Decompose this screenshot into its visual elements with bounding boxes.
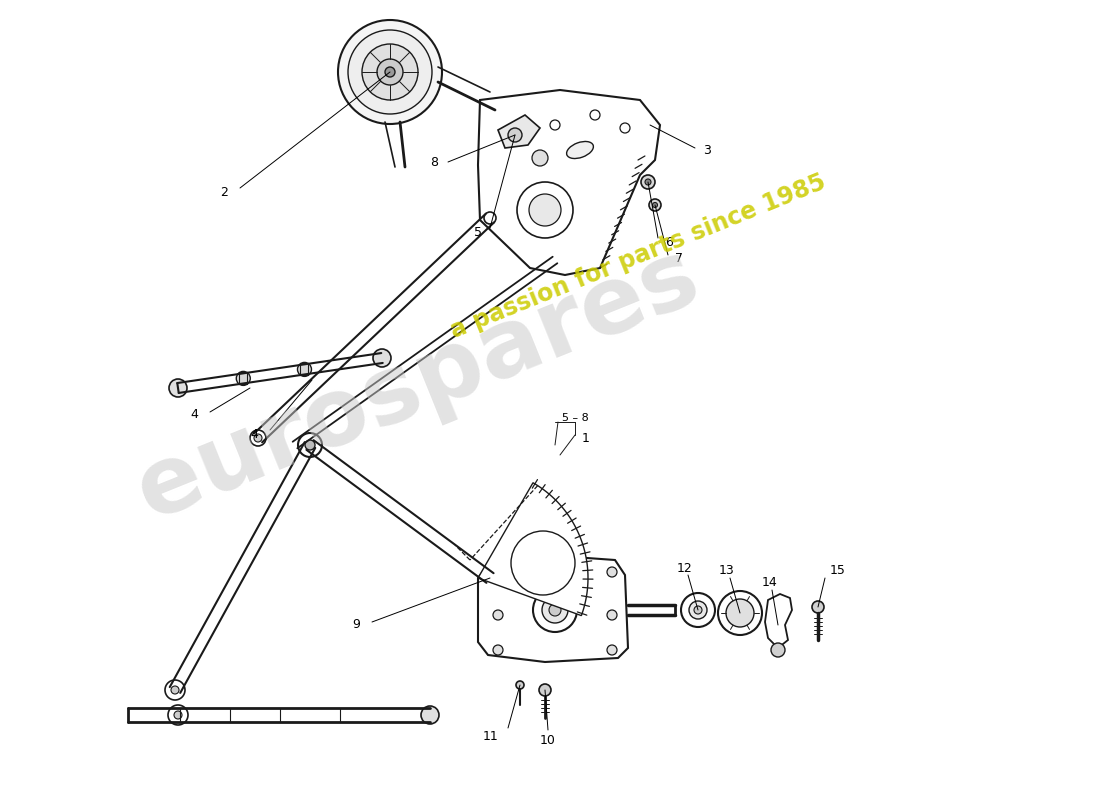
Circle shape <box>534 588 578 632</box>
Circle shape <box>493 610 503 620</box>
Text: 15: 15 <box>830 563 846 577</box>
Circle shape <box>549 604 561 616</box>
Circle shape <box>516 681 524 689</box>
Circle shape <box>348 30 432 114</box>
Circle shape <box>590 110 600 120</box>
Circle shape <box>305 440 315 450</box>
Circle shape <box>385 67 395 77</box>
Circle shape <box>362 44 418 100</box>
Text: 3: 3 <box>703 143 711 157</box>
Circle shape <box>532 150 548 166</box>
Text: eurospares: eurospares <box>124 230 712 538</box>
Text: 5 – 8: 5 – 8 <box>562 413 588 423</box>
Circle shape <box>297 362 311 376</box>
Circle shape <box>338 20 442 124</box>
Circle shape <box>168 705 188 725</box>
Circle shape <box>421 706 439 724</box>
Circle shape <box>493 645 503 655</box>
Circle shape <box>504 129 516 141</box>
Circle shape <box>718 591 762 635</box>
Circle shape <box>165 680 185 700</box>
Circle shape <box>645 179 651 185</box>
Text: 2: 2 <box>220 186 228 198</box>
Circle shape <box>607 567 617 577</box>
Circle shape <box>250 430 266 446</box>
Text: 10: 10 <box>540 734 556 746</box>
Circle shape <box>681 593 715 627</box>
Circle shape <box>174 711 182 719</box>
Circle shape <box>298 433 322 457</box>
Circle shape <box>529 194 561 226</box>
Text: 12: 12 <box>678 562 693 574</box>
Text: 5: 5 <box>474 226 482 238</box>
Circle shape <box>607 610 617 620</box>
Circle shape <box>539 684 551 696</box>
Polygon shape <box>498 115 540 148</box>
Circle shape <box>771 643 785 657</box>
Text: 14: 14 <box>762 575 778 589</box>
Text: 8: 8 <box>430 155 438 169</box>
Circle shape <box>649 199 661 211</box>
Circle shape <box>254 434 262 442</box>
Circle shape <box>169 379 187 397</box>
Text: 1: 1 <box>582 431 590 445</box>
Polygon shape <box>478 482 588 616</box>
Circle shape <box>689 601 707 619</box>
Circle shape <box>517 182 573 238</box>
Circle shape <box>726 599 754 627</box>
Polygon shape <box>478 90 660 275</box>
Circle shape <box>812 601 824 613</box>
Text: 4: 4 <box>190 409 198 422</box>
Circle shape <box>170 686 179 694</box>
Text: 4: 4 <box>250 427 258 441</box>
Text: 11: 11 <box>482 730 498 742</box>
Text: a passion for parts since 1985: a passion for parts since 1985 <box>447 170 829 342</box>
Ellipse shape <box>566 142 593 158</box>
Circle shape <box>377 59 403 85</box>
Circle shape <box>641 175 654 189</box>
Text: 6: 6 <box>666 235 673 249</box>
Circle shape <box>484 212 496 224</box>
Circle shape <box>607 645 617 655</box>
Circle shape <box>512 531 575 595</box>
Circle shape <box>550 120 560 130</box>
Circle shape <box>620 123 630 133</box>
Circle shape <box>542 597 568 623</box>
Polygon shape <box>478 555 628 662</box>
Polygon shape <box>764 594 792 648</box>
Text: 13: 13 <box>719 563 735 577</box>
Text: 9: 9 <box>352 618 360 631</box>
Circle shape <box>373 349 390 367</box>
Circle shape <box>694 606 702 614</box>
Circle shape <box>236 371 251 386</box>
Circle shape <box>652 202 658 207</box>
Circle shape <box>508 128 522 142</box>
Circle shape <box>493 567 503 577</box>
Text: 7: 7 <box>675 251 683 265</box>
